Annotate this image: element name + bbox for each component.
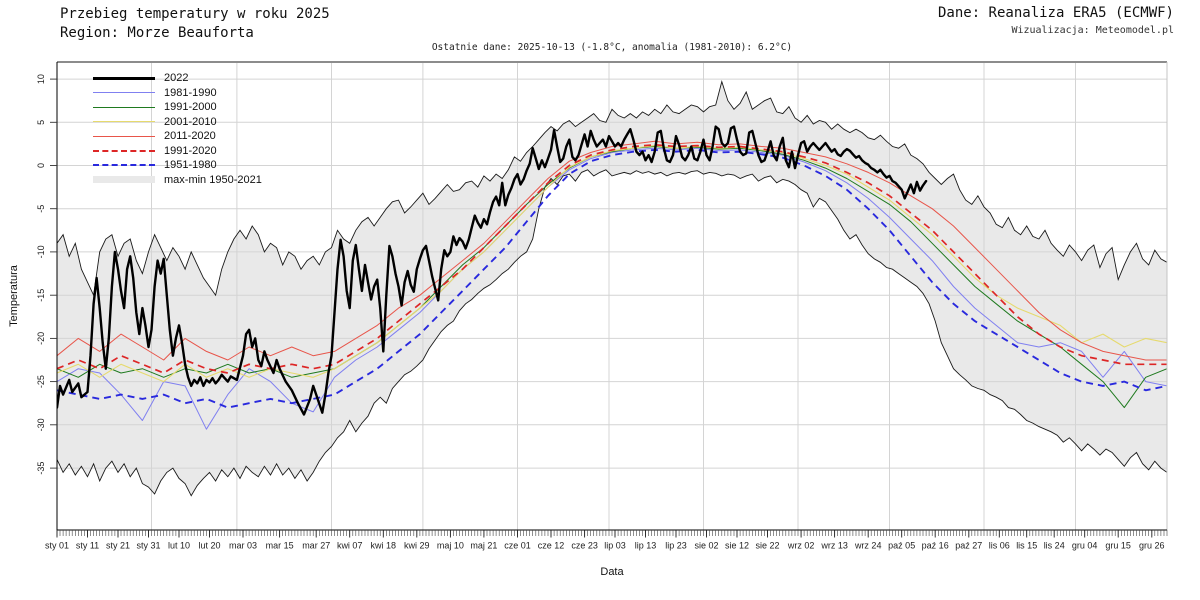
x-tick-label: paź 16: [922, 541, 949, 551]
legend-label: 2022: [164, 72, 189, 85]
x-tick-label: paź 05: [888, 541, 915, 551]
x-tick-label: lis 06: [989, 541, 1010, 551]
x-tick-label: wrz 24: [854, 541, 882, 551]
page-subtitle-region: Region: Morze Beauforta: [60, 25, 254, 41]
y-tick-label: -30: [36, 418, 46, 431]
x-axis-label: Data: [600, 566, 624, 578]
legend-swatch-thin: [93, 92, 155, 94]
x-tick-label: lip 03: [604, 541, 626, 551]
x-tick-label: cze 01: [504, 541, 531, 551]
series-1991-2000-line: [57, 146, 1167, 409]
legend-label: max-min 1950-2021: [164, 173, 262, 186]
legend-swatch-dashed: [93, 164, 155, 167]
x-tick-label: kwi 07: [337, 541, 363, 551]
series-1991-2020-line: [57, 143, 1167, 374]
y-tick-label: -20: [36, 332, 46, 345]
x-tick-label: sty 21: [106, 541, 130, 551]
x-tick-label: lip 13: [635, 541, 657, 551]
x-tick-label: sty 11: [76, 541, 99, 551]
x-tick-label: lis 15: [1016, 541, 1037, 551]
series-1981-1990-line: [57, 147, 1167, 430]
x-tick-label: cze 23: [571, 541, 598, 551]
y-tick-label: 10: [36, 74, 46, 84]
x-tick-label: lip 23: [665, 541, 687, 551]
y-tick-label: -5: [36, 205, 46, 213]
legend-item-1951-1980: 1951-1980: [93, 158, 262, 173]
x-tick-label: mar 15: [266, 541, 294, 551]
y-tick-label: 0: [36, 163, 46, 168]
y-tick-label: 5: [36, 120, 46, 125]
x-tick-label: lis 24: [1044, 541, 1065, 551]
x-tick-label: cze 12: [538, 541, 565, 551]
legend-swatch-thin: [93, 106, 155, 108]
x-tick-label: kwi 29: [404, 541, 430, 551]
x-tick-label: maj 21: [470, 541, 497, 551]
series-1951-1980-line: [57, 148, 1167, 409]
legend-swatch-thin: [93, 135, 155, 137]
series-2001-2010-line: [57, 145, 1167, 383]
legend-label: 1981-1990: [164, 86, 217, 99]
x-tick-label: wrz 02: [787, 541, 815, 551]
title-block: Przebieg temperatury w roku 2025 Region:…: [60, 5, 330, 43]
legend-label: 2011-2020: [164, 130, 216, 143]
legend-swatch-thick: [93, 76, 155, 80]
data-source-label: Dane: Reanaliza ERA5 (ECMWF): [937, 5, 1174, 21]
series-2022-line: [57, 125, 928, 416]
legend-swatch-patch: [93, 176, 155, 184]
legend-item-1981-1990: 1981-1990: [93, 86, 262, 101]
x-tick-label: wrz 13: [820, 541, 848, 551]
x-tick-label: gru 15: [1105, 541, 1131, 551]
legend-item-2011-2020: 2011-2020: [93, 129, 262, 144]
x-tick-label: sty 31: [136, 541, 160, 551]
y-tick-label: -35: [36, 462, 46, 475]
x-tick-label: mar 03: [229, 541, 257, 551]
x-tick-label: kwi 18: [371, 541, 397, 551]
last-data-note: Ostatnie dane: 2025-10-13 (-1.8°C, anoma…: [431, 42, 793, 53]
legend-label: 1991-2000: [164, 101, 217, 114]
legend-item-1991-2020: 1991-2020: [93, 144, 262, 159]
legend-item-2001-2010: 2001-2010: [93, 115, 262, 130]
y-tick-label: -15: [36, 289, 46, 302]
x-tick-label: gru 04: [1072, 541, 1098, 551]
legend-item-2022: 2022: [93, 71, 262, 86]
legend-swatch-dashed: [93, 149, 155, 152]
x-tick-label: lut 10: [168, 541, 190, 551]
y-axis-label: Temperatura: [8, 265, 20, 327]
x-tick-label: gru 26: [1139, 541, 1165, 551]
y-tick-label: -25: [36, 375, 46, 388]
legend-label: 2001-2010: [164, 115, 217, 128]
x-tick-label: sie 12: [725, 541, 749, 551]
band-min-line: [57, 169, 1167, 497]
band-max-line: [57, 79, 1167, 297]
series-lines-group: [57, 79, 1167, 497]
x-tick-label: sie 02: [694, 541, 718, 551]
legend-item-1991-2000: 1991-2000: [93, 100, 262, 115]
x-tick-label: lut 20: [198, 541, 220, 551]
y-tick-label: -10: [36, 245, 46, 258]
chart-legend: 2022 1981-1990 1991-2000 2001-2010 2011-2020…: [93, 71, 262, 187]
x-tick-label: maj 10: [437, 541, 464, 551]
gridlines: [57, 62, 1167, 530]
legend-item-max-min-1950-2021: max-min 1950-2021: [93, 173, 262, 188]
x-tick-label: mar 27: [302, 541, 330, 551]
x-tick-label: sie 22: [755, 541, 779, 551]
visualization-credit: Wizualizacja: Meteomodel.pl: [1011, 25, 1174, 36]
legend-label: 1951-1980: [164, 159, 217, 172]
x-tick-label: sty 01: [45, 541, 69, 551]
x-tick-label: paź 27: [955, 541, 982, 551]
source-block: Dane: Reanaliza ERA5 (ECMWF) Wizualizacj…: [938, 5, 1174, 36]
legend-swatch-thin: [93, 121, 155, 123]
legend-label: 1991-2020: [164, 144, 217, 157]
page-title: Przebieg temperatury w roku 2025: [60, 6, 330, 22]
series-2011-2020-line: [57, 140, 1167, 361]
